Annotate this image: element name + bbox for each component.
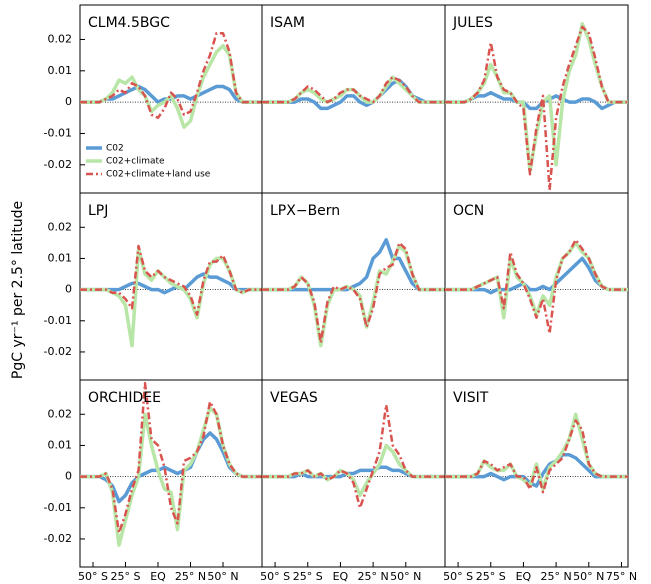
x-tick-label: 50° S [78,570,108,583]
series-line [262,238,445,292]
panel-title: ORCHIDEE [88,390,161,406]
x-tick-label: 50° S [443,570,473,583]
series-line [80,43,262,129]
panel-title: JULES [452,15,493,31]
panel: -0.02 -0.01 0 0.01 0.02 LPJ PgC yr⁻¹ per 2.5° … [10,192,263,381]
series-line [80,31,262,120]
series-line [80,244,262,316]
x-tick-label: EQ [150,570,166,583]
x-tick-label: 25° N [175,570,206,583]
panel: -0.02 -0.01 0 0.01 0.02 50° S 25° S EQ 25° N 50° … [44,379,263,583]
series-line [445,241,628,320]
panel-title: LPJ [88,203,108,219]
y-tick-label: -0.02 [44,532,72,545]
x-tick-label: 50° N [207,570,238,583]
series-line [262,244,445,348]
y-tick-label: -0.02 [44,158,72,171]
series-line [262,443,445,498]
panel: 50° S 25° S EQ 25° N 50° N 75° N VISIT [443,379,637,583]
x-tick-label: 25° N [540,570,571,583]
legend-label: C02+climate+land use [106,170,211,180]
y-tick-label: 0.01 [48,251,73,264]
y-tick-label: -0.02 [44,345,72,358]
series-line [80,381,262,534]
panel: LPX−Bern [261,192,446,381]
series-line [80,247,262,348]
x-tick-label: 25° S [293,570,323,583]
x-tick-label: 25° S [111,570,141,583]
series-line [445,25,628,192]
y-tick-label: -0.01 [44,314,72,327]
y-tick-label: -0.01 [44,126,72,139]
y-tick-label: 0 [65,95,72,108]
series-line [445,256,628,295]
panel: -0.02 -0.01 0 0.01 0.02 CLM4.5BGC C02 C02+clima… [44,4,263,194]
legend-label: C02 [106,144,124,154]
series-line [445,412,628,491]
panel-title: CLM4.5BGC [88,15,170,31]
series-line [445,90,628,111]
x-tick-label: 50° S [260,570,290,583]
y-axis-label: PgC yr⁻¹ per 2.5° latitude [10,201,26,379]
series-line [262,75,445,104]
x-tick-label: 50° N [573,570,604,583]
x-tick-label: 25° S [476,570,506,583]
series-line [262,403,445,510]
panel: JULES [444,4,629,194]
y-tick-label: 0 [65,470,72,483]
panel: ISAM [261,4,446,194]
x-tick-label: 75° N [606,570,637,583]
y-tick-label: 0.01 [48,438,73,451]
panel-title: OCN [453,203,484,219]
panel: 50° S 25° S EQ 25° N 50° N VEGAS [260,379,446,583]
series-line [80,272,262,295]
series-line [445,453,628,488]
x-tick-label: 25° N [357,570,388,583]
y-tick-label: 0.02 [48,407,73,420]
panel-frame [444,379,629,568]
y-tick-label: 0.02 [48,32,73,45]
series-line [262,78,445,111]
y-tick-label: 0.02 [48,220,73,233]
x-tick-label: EQ [333,570,349,583]
panel-title: LPX−Bern [270,203,340,219]
panel-title: VISIT [453,390,489,406]
y-tick-label: 0 [65,283,72,296]
series-line [445,238,628,335]
x-tick-label: EQ [516,570,532,583]
x-tick-label: 50° N [390,570,421,583]
series-line [445,419,628,494]
y-tick-label: 0.01 [48,64,73,77]
series-line [262,241,445,344]
panel-title: ISAM [270,15,305,31]
series-line [445,22,628,173]
panel-title: VEGAS [270,390,318,406]
panel: OCN [444,192,629,381]
y-tick-label: -0.01 [44,501,72,514]
legend-label: C02+climate [106,157,165,167]
